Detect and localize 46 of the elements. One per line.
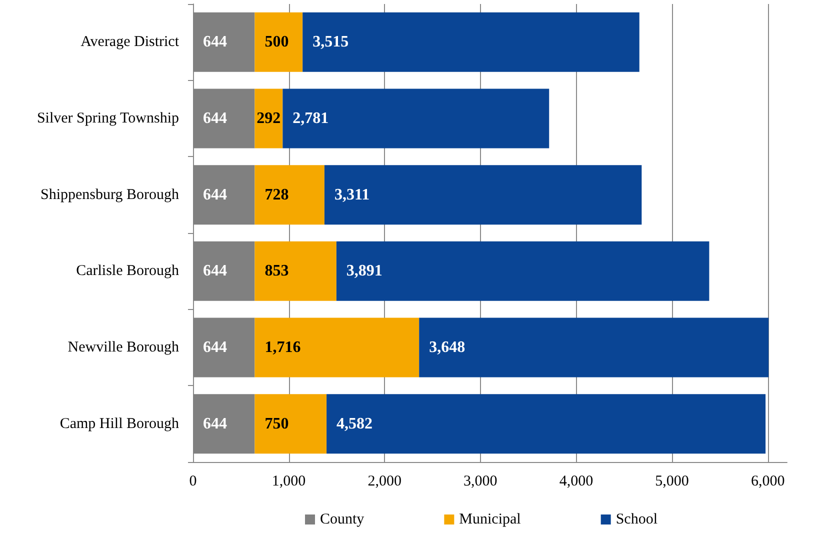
bar [254,165,324,225]
data-label: 3,891 [346,262,382,280]
y-tick-label: Newville Borough [68,340,180,356]
bar [282,88,550,148]
x-tick-label: 5,000 [655,474,689,490]
bar [326,394,766,454]
y-tick-label: Shippensburg Borough [40,186,180,203]
bar [254,241,336,301]
bar [336,241,710,301]
x-tick-label: 1,000 [272,474,306,490]
bar [254,12,303,72]
data-label: 644 [203,110,227,127]
data-label: 3,648 [429,339,466,356]
x-tick-label: 2,000 [368,474,402,490]
data-label: 2,781 [292,110,329,127]
y-tick-label: Carlisle Borough [76,263,180,280]
data-label: 644 [203,186,227,204]
legend-label: County [320,512,365,528]
x-tick-label: 6,000 [750,474,785,490]
data-label: 750 [264,415,289,432]
legend-label: Municipal [459,512,521,528]
x-tick-label: 0 [189,474,197,490]
data-label: 728 [264,186,289,204]
y-tick-label: Silver Spring Township [36,110,179,126]
data-label: 1,716 [264,339,301,356]
data-label: 644 [203,262,227,280]
bar [254,394,327,454]
data-label: 644 [203,415,227,432]
bar [419,318,769,378]
bar [324,165,642,225]
bar [254,318,420,378]
y-tick-label: Average District [80,34,180,50]
bar [254,88,283,148]
data-label: 853 [264,262,289,280]
data-label: 3,311 [334,186,370,204]
data-label: 500 [264,34,289,51]
x-tick-label: 4,000 [559,474,594,490]
bar [302,12,640,72]
y-tick-label: Camp Hill Borough [60,416,180,432]
x-tick-label: 3,000 [464,474,498,490]
legend-label: School [616,512,658,528]
data-label: 644 [203,339,227,356]
data-label: 644 [203,34,227,51]
data-label: 4,582 [336,415,373,432]
data-label: 3,515 [312,34,349,51]
data-label: 292 [256,110,281,127]
